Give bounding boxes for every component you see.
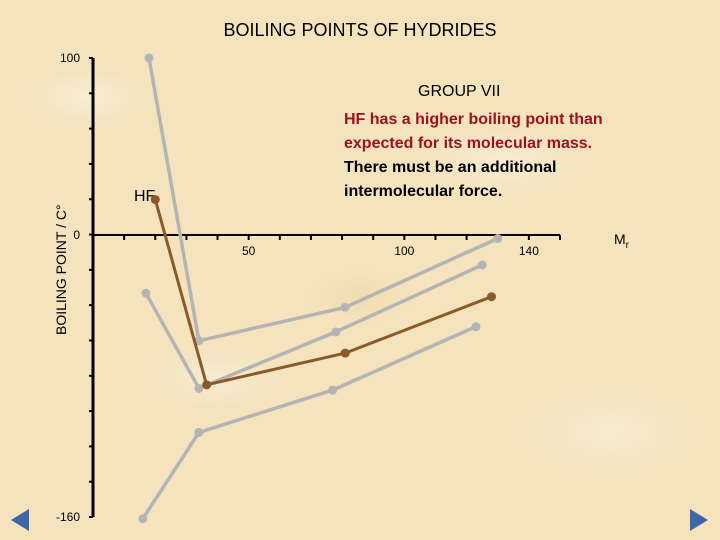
data-point bbox=[138, 514, 148, 524]
x-tick-label: 140 bbox=[519, 244, 539, 258]
group-label: GROUP VII bbox=[418, 83, 500, 100]
series-line bbox=[153, 199, 493, 387]
series-line bbox=[144, 263, 483, 391]
series-layer bbox=[138, 53, 503, 524]
data-point bbox=[477, 260, 487, 270]
y-tick-labels: 100 0 -160 bbox=[56, 51, 80, 524]
data-point bbox=[340, 348, 350, 358]
hf-label: HF bbox=[134, 188, 156, 205]
data-point bbox=[144, 53, 154, 63]
series-group-vii bbox=[150, 195, 497, 390]
chart-title: BOILING POINTS OF HYDRIDES bbox=[223, 20, 497, 40]
data-point bbox=[194, 383, 204, 393]
series-group-v bbox=[141, 260, 487, 393]
data-point bbox=[493, 234, 503, 244]
x-tick-label: 50 bbox=[242, 244, 256, 258]
annotation: HF has a higher boiling point than expec… bbox=[344, 108, 634, 204]
series-group-vi bbox=[144, 53, 503, 346]
y-tick-label: 100 bbox=[60, 51, 80, 65]
y-tick-label: -160 bbox=[56, 510, 80, 524]
x-axis-title-sub: r bbox=[626, 240, 630, 251]
y-tick-label: 0 bbox=[73, 228, 80, 242]
y-axis-title: BOILING POINT / C° bbox=[53, 204, 69, 335]
data-point bbox=[194, 427, 204, 437]
series-line bbox=[141, 325, 477, 520]
x-tick-labels: 50 100 140 bbox=[242, 244, 539, 258]
x-tick-label: 100 bbox=[394, 244, 414, 258]
data-point bbox=[331, 327, 341, 337]
data-point bbox=[340, 302, 350, 312]
series-line bbox=[147, 57, 499, 343]
annotation-emphasis: HF has a higher boiling point than expec… bbox=[344, 111, 603, 152]
series-group-iv bbox=[138, 322, 481, 524]
data-point bbox=[328, 385, 338, 395]
chart-axes bbox=[89, 57, 561, 518]
x-axis-title: Mr bbox=[614, 231, 630, 251]
data-point bbox=[487, 292, 497, 302]
data-point bbox=[150, 195, 160, 205]
x-axis-title-main: M bbox=[614, 231, 626, 247]
annotation-rest: There must be an additional intermolecul… bbox=[344, 159, 557, 200]
data-point bbox=[471, 322, 481, 332]
data-point bbox=[194, 336, 204, 346]
data-point bbox=[141, 288, 151, 298]
triangle-left-icon[interactable] bbox=[11, 509, 29, 531]
triangle-right-icon[interactable] bbox=[690, 509, 708, 531]
y-minor-ticks bbox=[89, 57, 93, 518]
data-point bbox=[202, 380, 212, 390]
